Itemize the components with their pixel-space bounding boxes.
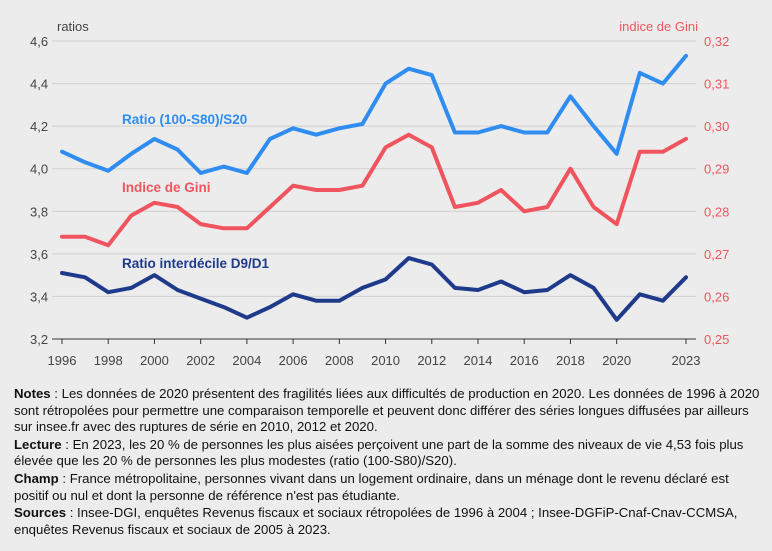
y-left-tick-label: 3,2 — [30, 332, 48, 347]
x-tick-label: 2018 — [556, 353, 585, 368]
y-right-tick-label: 0,28 — [704, 204, 729, 219]
series-label-2: Indice de Gini — [122, 180, 211, 195]
y-left-axis-title: ratios — [57, 19, 89, 34]
x-tick-label: 2004 — [232, 353, 261, 368]
champ-paragraph: Champ : France métropolitaine, personnes… — [14, 471, 762, 504]
y-right-tick-label: 0,32 — [704, 34, 729, 49]
lecture-paragraph: Lecture : En 2023, les 20 % de personnes… — [14, 437, 762, 470]
y-left-tick-label: 4,2 — [30, 119, 48, 134]
y-left-tick-label: 3,6 — [30, 247, 48, 262]
gridlines — [52, 40, 696, 297]
series-label-1: Ratio (100-S80)/S20 — [122, 112, 247, 127]
series-line-1 — [60, 53, 688, 175]
notes-block: Notes : Les données de 2020 présentent d… — [14, 386, 762, 539]
y-right-tick-label: 0,29 — [704, 162, 729, 177]
y-left-tick-label: 3,8 — [30, 204, 48, 219]
y-left-tick-label: 4,0 — [30, 162, 48, 177]
lecture-text: : En 2023, les 20 % de personnes les plu… — [14, 436, 744, 469]
y-right-tick-label: 0,31 — [704, 77, 729, 92]
chart: 3,2 3,4 3,6 3,8 4,0 4,2 4,4 4,6 0,25 0,26 0,27 0,28… — [30, 19, 729, 368]
axes: 3,2 3,4 3,6 3,8 4,0 4,2 4,4 4,6 0,25 0,26 0,27 0,28… — [30, 19, 729, 368]
y-right-axis-title: indice de Gini — [619, 19, 698, 34]
sources-text: : Insee-DGI, enquêtes Revenus fiscaux et… — [14, 505, 738, 537]
series-line-3 — [60, 256, 688, 322]
champ-text: : France métropolitaine, personnes vivan… — [14, 470, 729, 503]
notes-text: : Les données de 2020 présentent des fra… — [14, 386, 760, 435]
x-tick-label: 2008 — [325, 353, 354, 368]
y-left-tick-label: 4,4 — [30, 77, 48, 92]
notes-label: Notes — [14, 386, 51, 401]
series-lines — [60, 53, 688, 322]
champ-label: Champ — [14, 470, 59, 486]
x-tick-label: 2006 — [279, 353, 308, 368]
x-tick-label: 2023 — [672, 353, 701, 368]
x-tick-label: 2012 — [417, 353, 446, 368]
line-chart: 3,2 3,4 3,6 3,8 4,0 4,2 4,4 4,6 0,25 0,26 0,27 0,28… — [30, 19, 729, 368]
y-right-tick-label: 0,30 — [704, 119, 729, 134]
notes-paragraph: Notes : Les données de 2020 présentent d… — [14, 386, 762, 436]
y-right-tick-label: 0,26 — [704, 289, 729, 304]
x-tick-label: 2002 — [186, 353, 215, 368]
series-line-2 — [60, 132, 688, 248]
series-label-3: Ratio interdécile D9/D1 — [122, 256, 270, 271]
y-left-tick-label: 4,6 — [30, 34, 48, 49]
x-tick-label: 2010 — [371, 353, 400, 368]
lecture-label: Lecture — [14, 436, 62, 452]
y-right-tick-label: 0,25 — [704, 332, 729, 347]
x-tick-label: 2016 — [510, 353, 539, 368]
series-labels: Ratio (100-S80)/S20 Indice de Gini Ratio i… — [122, 112, 270, 271]
x-tick-label: 2000 — [140, 353, 169, 368]
x-tick-label: 1998 — [94, 353, 123, 368]
sources-paragraph: Sources : Insee-DGI, enquêtes Revenus fi… — [14, 505, 762, 538]
x-tick-label: 2014 — [464, 353, 493, 368]
y-right-tick-label: 0,27 — [704, 247, 729, 262]
x-tick-label: 2020 — [602, 353, 631, 368]
x-tick-label: 1996 — [48, 353, 77, 368]
sources-label: Sources — [14, 505, 67, 521]
y-left-tick-label: 3,4 — [30, 289, 48, 304]
